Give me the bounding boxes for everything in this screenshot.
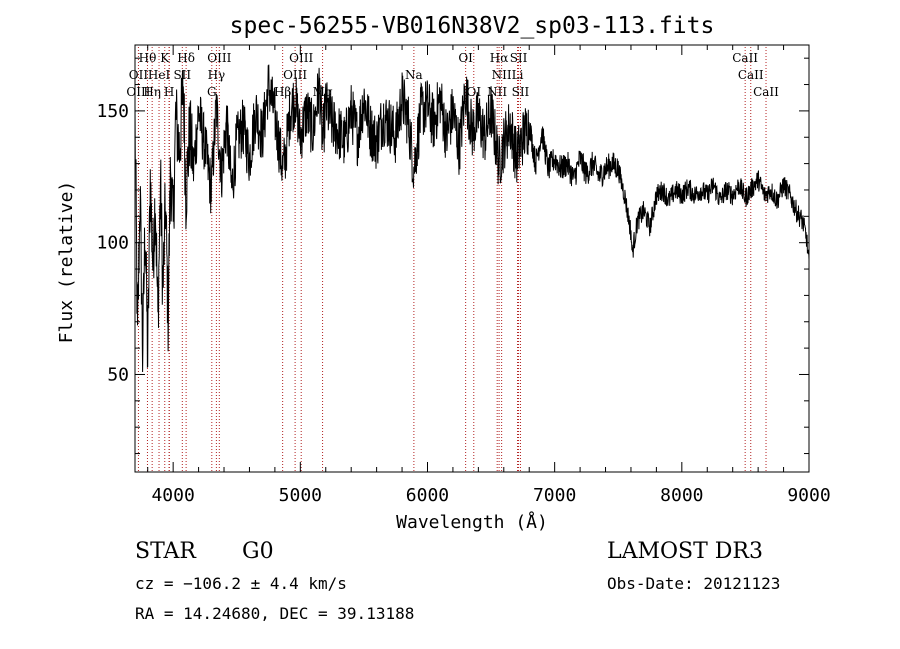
feature-label: Na <box>405 68 423 82</box>
feature-label: Li <box>512 68 524 82</box>
y-axis-label: Flux (relative) <box>56 181 77 344</box>
x-tick-label: 5000 <box>279 485 322 506</box>
feature-label: OII <box>129 68 149 82</box>
feature-label: SII <box>512 85 530 99</box>
x-tick-label: 8000 <box>660 485 703 506</box>
obs-date: Obs-Date: 20121123 <box>607 574 781 593</box>
feature-label: OI <box>458 51 473 65</box>
feature-label: OIII <box>289 51 313 65</box>
x-tick-label: 4000 <box>151 485 194 506</box>
feature-label: Hα <box>490 51 509 65</box>
survey-label: LAMOST DR3 <box>607 539 763 564</box>
feature-label: SII <box>510 51 528 65</box>
chart-title: spec-56255-VB016N38V2_sp03-113.fits <box>230 13 715 39</box>
redshift-text: cz = −106.2 ± 4.4 km/s <box>135 574 347 593</box>
x-tick-label: 9000 <box>787 485 830 506</box>
feature-label: K <box>160 51 170 65</box>
feature-label: OI <box>466 85 481 99</box>
feature-label: HeI <box>148 68 171 82</box>
feature-label: CaII <box>732 51 758 65</box>
feature-label: Hθ <box>139 51 157 65</box>
feature-label: Hδ <box>177 51 195 65</box>
feature-label: OIII <box>283 68 307 82</box>
feature-label: Hη <box>143 85 161 99</box>
feature-label: Hγ <box>208 68 226 82</box>
x-tick-label: 7000 <box>533 485 576 506</box>
feature-label: NII <box>492 68 512 82</box>
feature-label: CaII <box>738 68 764 82</box>
x-axis-label: Wavelength (Å) <box>396 511 548 533</box>
spectrum-line <box>134 64 810 373</box>
y-tick-label: 50 <box>107 364 129 385</box>
feature-label: OIII <box>207 51 231 65</box>
object-subclass: G0 <box>242 539 274 564</box>
x-axis-ticks: 4000 5000 6000 7000 8000 9000 <box>147 45 831 506</box>
feature-label: NII <box>487 85 507 99</box>
y-tick-label: 150 <box>96 101 129 122</box>
feature-label: Hβ <box>274 85 291 99</box>
y-tick-label: 100 <box>96 233 129 254</box>
x-tick-label: 6000 <box>406 485 449 506</box>
feature-label: G <box>207 85 217 99</box>
plot-frame <box>134 44 810 473</box>
feature-label: H <box>164 85 174 99</box>
feature-label: CaII <box>753 85 779 99</box>
line-features <box>137 47 767 472</box>
object-class: STAR <box>135 539 196 564</box>
coordinates: RA = 14.24680, DEC = 39.13188 <box>135 604 415 623</box>
feature-label: OIII <box>126 85 150 99</box>
